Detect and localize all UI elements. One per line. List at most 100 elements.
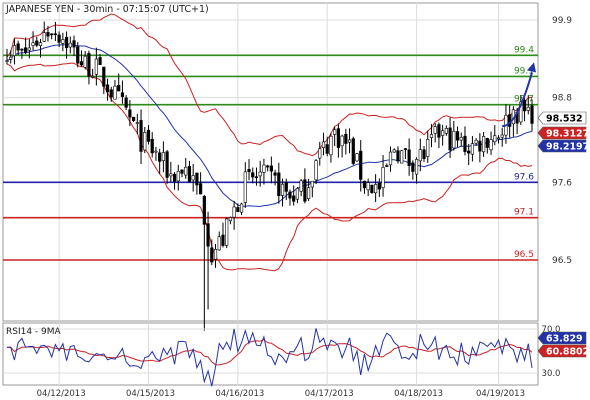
candle — [199, 172, 203, 195]
y-tick-label: 96.5 — [552, 256, 572, 266]
rsi-lines — [3, 328, 538, 387]
candle — [105, 78, 110, 101]
x-tick-label: 04/17/2013 — [305, 389, 354, 399]
candle — [467, 143, 471, 166]
candle — [426, 130, 430, 163]
arrow-shaft — [502, 72, 533, 127]
candle — [83, 51, 87, 70]
candle — [314, 159, 318, 185]
bollinger-lower — [6, 62, 533, 272]
candle — [422, 146, 426, 162]
x-tick-label: 04/12/2013 — [37, 389, 86, 399]
candle — [57, 31, 61, 48]
candle — [213, 243, 218, 268]
candle — [120, 80, 125, 104]
candle — [79, 50, 84, 67]
candle — [344, 128, 348, 155]
candle — [526, 95, 530, 115]
price-tags: 98.532 98.3127 98.2197 63.829 60.8802 — [537, 111, 589, 358]
candle — [478, 133, 482, 163]
candle — [437, 122, 441, 149]
candle — [91, 68, 95, 79]
candle — [336, 123, 340, 158]
candle — [228, 216, 233, 225]
candle — [42, 21, 46, 43]
candle — [87, 50, 91, 85]
candle — [9, 50, 13, 64]
y-tick-label: 99.9 — [552, 16, 572, 26]
candle — [441, 124, 445, 146]
candle — [359, 140, 363, 192]
candle — [251, 167, 255, 184]
candle — [27, 39, 31, 59]
candle — [269, 156, 273, 184]
candle — [329, 133, 333, 163]
candle — [16, 40, 20, 55]
candle — [403, 148, 408, 160]
candle — [262, 158, 266, 185]
candle — [68, 36, 72, 54]
candle — [448, 117, 452, 158]
x-tick-label: 04/18/2013 — [394, 389, 443, 399]
level-label: 97.6 — [514, 172, 534, 182]
rsi-y-tick-label: 30.0 — [542, 369, 561, 379]
candle — [254, 167, 259, 186]
rsi14-line — [6, 328, 533, 387]
candle — [381, 155, 385, 197]
candle — [377, 178, 381, 197]
candle — [165, 149, 169, 184]
rsi-title: RSI14 - 9MA — [6, 327, 62, 337]
candle — [310, 180, 314, 198]
candle — [180, 169, 184, 178]
candle — [370, 184, 374, 194]
candle — [303, 168, 307, 204]
axis-labels: 99.9 98.8 97.6 96.5 70.0 30.0 04/12/2013 04/15/… — [37, 16, 573, 399]
candle — [299, 179, 303, 197]
candle — [146, 125, 151, 145]
price-tag-text: 98.2197 — [546, 142, 589, 153]
candle — [266, 164, 270, 172]
candle — [470, 135, 475, 162]
candle — [385, 163, 389, 167]
candle — [318, 141, 322, 166]
level-label: 97.1 — [514, 208, 534, 218]
arrow-head — [527, 62, 536, 73]
candle — [131, 116, 136, 122]
price-tag: 98.2197 — [537, 139, 589, 153]
candle — [340, 134, 344, 158]
x-tick-label: 04/15/2013 — [126, 389, 175, 399]
candle — [321, 132, 326, 156]
price-tag: 98.3127 — [537, 126, 589, 140]
candle — [53, 21, 58, 41]
candle — [463, 126, 467, 156]
candle — [273, 169, 277, 186]
price-tag-text: 60.8802 — [546, 347, 589, 358]
candle — [191, 163, 195, 192]
candle — [306, 178, 311, 201]
candle — [143, 126, 147, 154]
rsi-y-tick-label: 70.0 — [542, 325, 561, 335]
candle — [258, 160, 262, 187]
candle — [351, 136, 355, 166]
candle — [187, 160, 192, 183]
candle — [388, 146, 393, 172]
candle — [202, 194, 206, 331]
rsi-plot-frame — [2, 322, 539, 386]
candle — [76, 42, 80, 68]
candle — [217, 231, 221, 251]
candle — [24, 37, 28, 55]
candle — [117, 73, 121, 92]
candle — [396, 146, 400, 164]
candle — [35, 36, 39, 48]
candle — [414, 157, 419, 184]
candle — [210, 239, 214, 266]
level-label: 99.1 — [514, 66, 534, 76]
candle — [429, 124, 434, 148]
candle — [243, 162, 247, 208]
candle — [418, 138, 422, 172]
candle — [325, 136, 329, 157]
candle — [225, 217, 229, 249]
candle — [12, 38, 17, 65]
price-tag-text: 98.3127 — [546, 129, 589, 140]
candle — [392, 148, 396, 153]
